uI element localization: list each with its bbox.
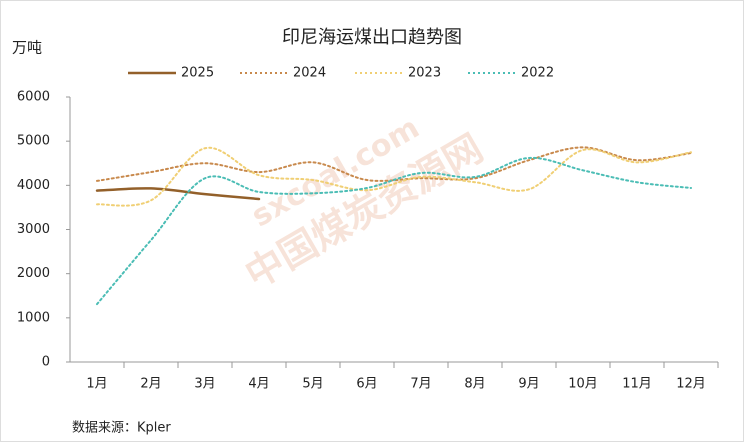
x-tick-label: 2月 bbox=[140, 377, 161, 392]
legend-label: 2022 bbox=[521, 66, 554, 81]
x-tick-label: 6月 bbox=[356, 377, 377, 392]
legend-label: 2024 bbox=[293, 66, 326, 81]
x-tick-label: 3月 bbox=[194, 377, 215, 392]
chart-title: 印尼海运煤出口趋势图 bbox=[282, 27, 462, 48]
x-tick-label: 1月 bbox=[86, 377, 107, 392]
x-tick-label: 11月 bbox=[622, 377, 652, 392]
y-tick-label: 4000 bbox=[17, 178, 50, 193]
x-tick-label: 9月 bbox=[518, 377, 539, 392]
y-tick-label: 2000 bbox=[17, 266, 50, 281]
legend-label: 2023 bbox=[408, 66, 441, 81]
x-tick-label: 8月 bbox=[464, 377, 485, 392]
y-tick-label: 3000 bbox=[17, 222, 50, 237]
series-line bbox=[96, 146, 692, 207]
source-note: 数据来源：Kpler bbox=[72, 421, 171, 436]
series-line bbox=[96, 156, 692, 306]
y-tick-label: 5000 bbox=[17, 134, 50, 149]
series-line bbox=[95, 187, 261, 201]
legend-label: 2025 bbox=[181, 66, 214, 81]
series-line bbox=[96, 146, 692, 182]
x-tick-label: 12月 bbox=[676, 377, 706, 392]
x-tick-label: 5月 bbox=[302, 377, 323, 392]
x-tick-label: 4月 bbox=[248, 377, 269, 392]
x-tick-label: 10月 bbox=[568, 377, 598, 392]
y-tick-label: 1000 bbox=[17, 310, 50, 325]
y-axis-label: 万吨 bbox=[12, 39, 42, 57]
y-tick-label: 6000 bbox=[17, 90, 50, 105]
y-tick-label: 0 bbox=[42, 355, 50, 370]
x-tick-label: 7月 bbox=[410, 377, 431, 392]
